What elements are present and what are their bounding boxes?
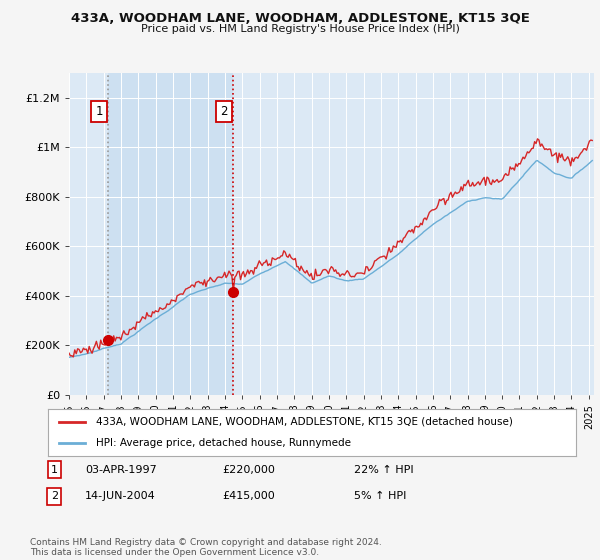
Text: 1: 1 <box>95 105 103 118</box>
Text: 5% ↑ HPI: 5% ↑ HPI <box>354 491 407 501</box>
Text: Contains HM Land Registry data © Crown copyright and database right 2024.
This d: Contains HM Land Registry data © Crown c… <box>30 538 382 557</box>
Text: 03-APR-1997: 03-APR-1997 <box>85 465 157 475</box>
Text: £220,000: £220,000 <box>222 465 275 475</box>
Bar <box>108 73 233 395</box>
Text: 433A, WOODHAM LANE, WOODHAM, ADDLESTONE, KT15 3QE: 433A, WOODHAM LANE, WOODHAM, ADDLESTONE,… <box>71 12 529 25</box>
Text: 2: 2 <box>220 105 228 118</box>
Text: 1: 1 <box>51 465 58 475</box>
Text: HPI: Average price, detached house, Runnymede: HPI: Average price, detached house, Runn… <box>95 438 350 448</box>
Text: 433A, WOODHAM LANE, WOODHAM, ADDLESTONE, KT15 3QE (detached house): 433A, WOODHAM LANE, WOODHAM, ADDLESTONE,… <box>95 417 512 427</box>
Text: 2: 2 <box>51 491 58 501</box>
Text: 14-JUN-2004: 14-JUN-2004 <box>85 491 156 501</box>
Text: £415,000: £415,000 <box>222 491 275 501</box>
Text: 22% ↑ HPI: 22% ↑ HPI <box>354 465 414 475</box>
Text: Price paid vs. HM Land Registry's House Price Index (HPI): Price paid vs. HM Land Registry's House … <box>140 24 460 34</box>
